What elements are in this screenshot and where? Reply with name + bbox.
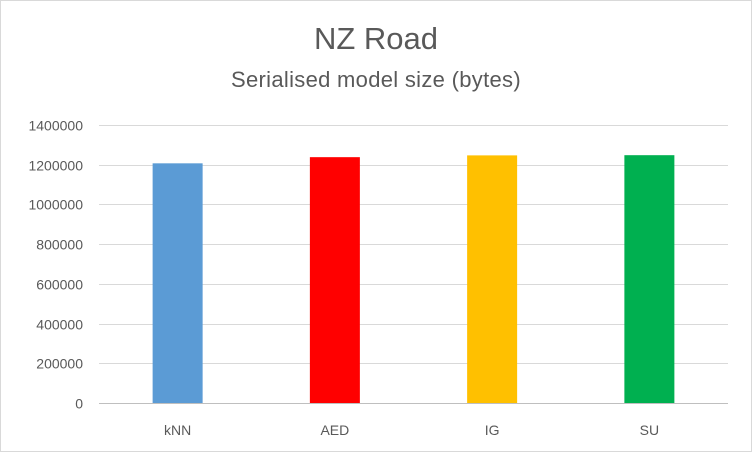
bar-su: [624, 155, 675, 403]
gridlines: [99, 125, 728, 404]
bar-aed: [309, 157, 360, 403]
y-tick-label: 0: [75, 396, 83, 412]
y-tick-label: 1400000: [28, 118, 83, 134]
chart-subtitle: Serialised model size (bytes): [231, 67, 521, 92]
bar-knn: [152, 163, 203, 403]
y-tick-label: 1200000: [28, 158, 83, 174]
x-tick-label: IG: [485, 422, 500, 438]
bars: [152, 155, 675, 403]
x-tick-label: kNN: [164, 422, 191, 438]
y-axis-ticks: 0 200000 400000 600000 800000 1000000 1200000 1…: [28, 118, 83, 412]
chart-title: NZ Road: [313, 21, 439, 56]
x-tick-label: SU: [640, 422, 659, 438]
y-tick-label: 400000: [36, 317, 83, 333]
x-tick-label: AED: [320, 422, 349, 438]
x-axis-ticks: kNN AED IG SU: [164, 422, 659, 438]
bar-ig: [467, 155, 518, 403]
y-tick-label: 600000: [36, 277, 83, 293]
y-tick-label: 200000: [36, 356, 83, 372]
y-tick-label: 800000: [36, 237, 83, 253]
y-tick-label: 1000000: [28, 197, 83, 213]
